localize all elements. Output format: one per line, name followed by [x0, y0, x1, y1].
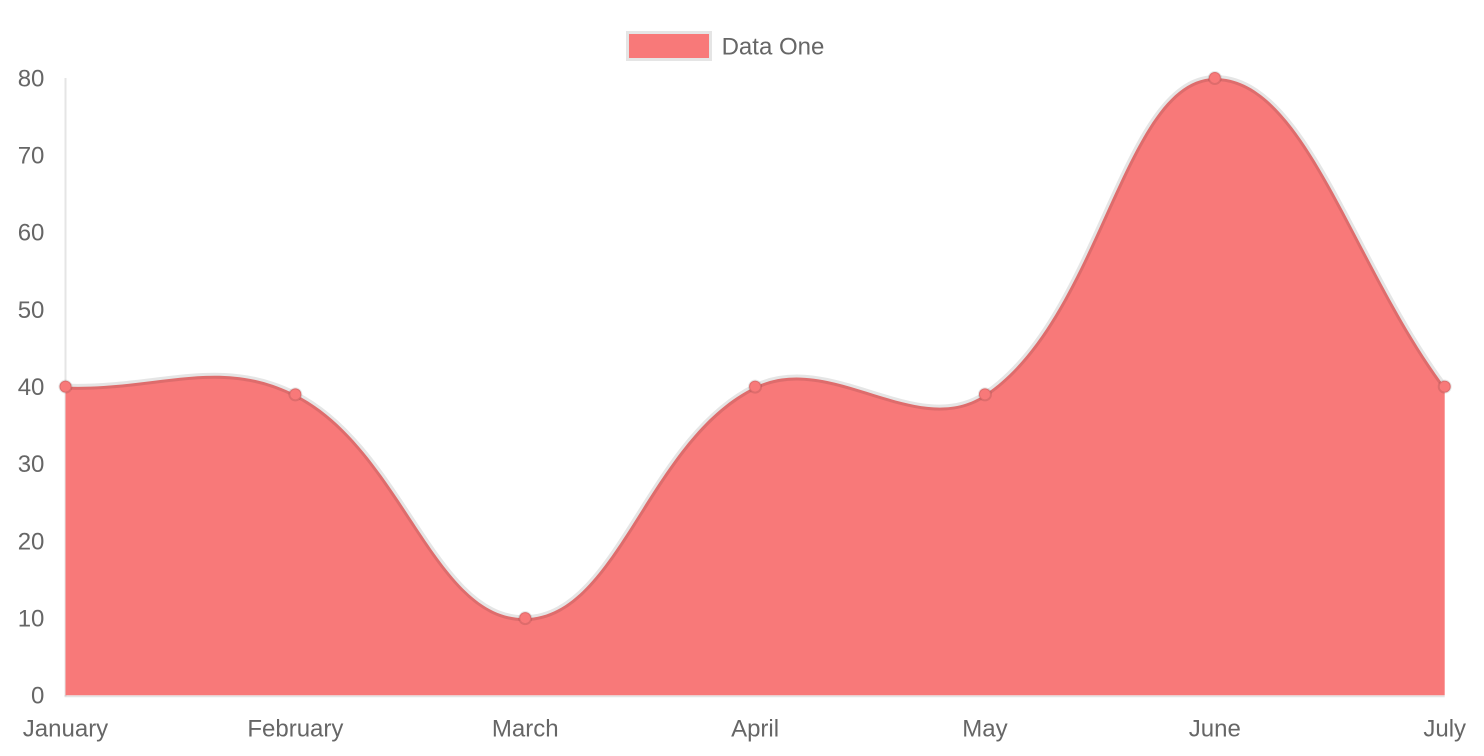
svg-text:April: April: [731, 716, 779, 743]
svg-text:70: 70: [18, 143, 45, 170]
svg-text:80: 80: [18, 65, 45, 92]
svg-text:40: 40: [18, 374, 45, 401]
svg-text:January: January: [23, 716, 108, 743]
svg-text:20: 20: [18, 528, 45, 555]
svg-text:May: May: [962, 716, 1007, 743]
svg-text:June: June: [1189, 716, 1241, 743]
svg-text:60: 60: [18, 220, 45, 247]
svg-text:Data One: Data One: [722, 33, 825, 60]
svg-text:March: March: [492, 716, 559, 743]
svg-text:0: 0: [31, 683, 44, 710]
svg-text:10: 10: [18, 605, 45, 632]
svg-text:July: July: [1423, 716, 1466, 743]
svg-text:February: February: [247, 716, 343, 743]
svg-text:30: 30: [18, 451, 45, 478]
svg-text:50: 50: [18, 297, 45, 324]
